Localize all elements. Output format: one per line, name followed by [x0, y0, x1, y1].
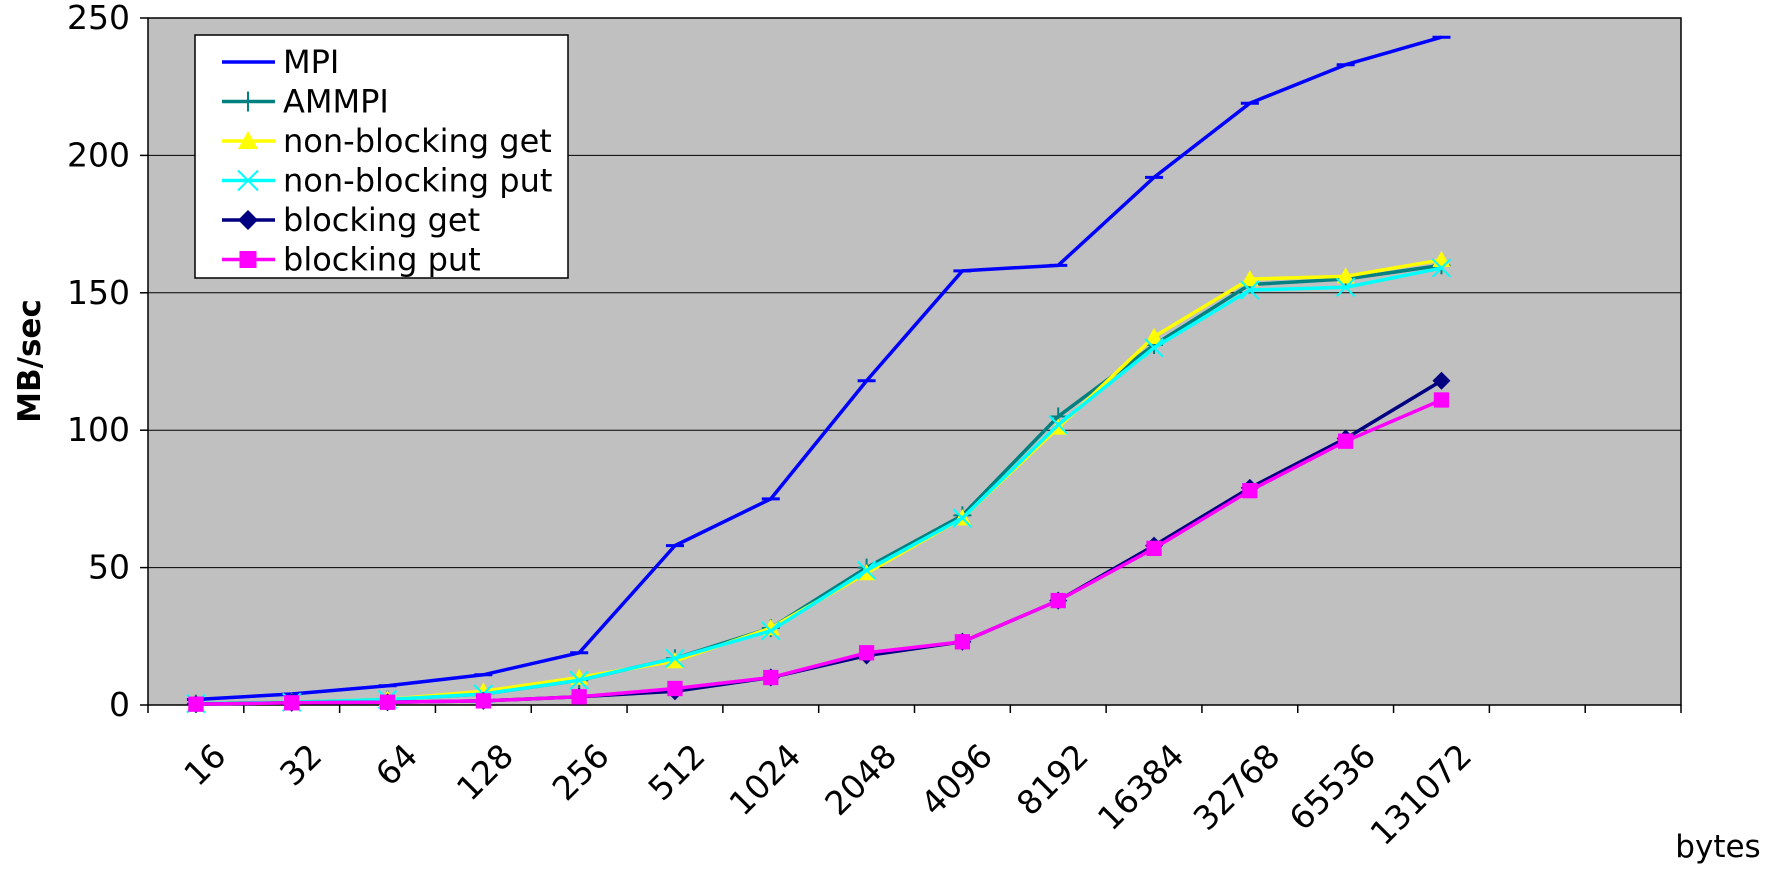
- legend-item: non-blocking put: [222, 162, 552, 200]
- data-point: [238, 210, 258, 230]
- series-mpi: [186, 35, 1451, 702]
- y-tick-label: 0: [109, 685, 130, 724]
- marker-stroke: [1431, 258, 1452, 278]
- y-tick-label: 100: [67, 410, 130, 449]
- data-point: [1432, 371, 1451, 390]
- marker-stroke: [761, 621, 781, 641]
- x-tick-label: 64: [368, 736, 425, 793]
- series-line: [195, 398, 1443, 706]
- data-point: [571, 689, 587, 705]
- data-point: [1336, 267, 1355, 284]
- y-tick-label: 50: [88, 548, 130, 587]
- data-point: [667, 680, 683, 697]
- x-tick-label: 16384: [1090, 736, 1192, 838]
- y-axis-label: MB/sec: [12, 299, 48, 423]
- x-tick-label: 32768: [1186, 736, 1288, 838]
- x-tick-label: 128: [449, 736, 521, 808]
- data-point: [1433, 392, 1450, 408]
- x-axis-tick-labels: 16 32 64 128 256 512 1024 2048 4096 8192163843276…: [176, 736, 1479, 853]
- data-point: [238, 131, 258, 149]
- data-point: [475, 693, 491, 709]
- x-tick-label: 1024: [721, 736, 808, 823]
- data-point: [1431, 258, 1452, 278]
- x-tick-label: 256: [545, 736, 617, 808]
- marker-stroke: [1240, 280, 1260, 300]
- data-point: [1144, 338, 1164, 358]
- x-axis-label: bytes: [1675, 829, 1760, 865]
- data-point: [1240, 280, 1260, 300]
- data-point: [954, 634, 971, 650]
- legend-label: AMMPI: [283, 83, 389, 121]
- data-point: [858, 645, 875, 661]
- series-line: [195, 266, 1442, 706]
- data-point: [856, 560, 877, 581]
- data-point: [239, 251, 257, 268]
- series-blocking-put: [188, 392, 1450, 712]
- data-point: [284, 695, 300, 711]
- data-point: [665, 648, 685, 668]
- marker-stroke: [1335, 277, 1356, 298]
- data-point: [1335, 277, 1356, 298]
- data-point: [763, 669, 779, 686]
- data-point: [1145, 327, 1164, 344]
- data-point: [238, 91, 258, 112]
- marker-stroke: [1144, 338, 1164, 358]
- marker-stroke: [237, 169, 259, 192]
- legend-item: MPI: [222, 43, 339, 81]
- data-point: [569, 670, 589, 690]
- y-axis-tick-labels: 0 50 100 150 200 250: [67, 0, 130, 724]
- x-tick-label: 8192: [1009, 736, 1096, 823]
- legend-label: non-blocking get: [283, 122, 552, 160]
- y-tick-label: 250: [67, 0, 130, 37]
- series-line: [195, 35, 1442, 702]
- data-point: [1146, 540, 1162, 557]
- legend-label: MPI: [283, 43, 339, 81]
- data-point: [761, 621, 781, 641]
- x-tick-label: 4096: [913, 736, 1000, 823]
- legend-item: non-blocking get: [222, 122, 552, 160]
- legend-item: blocking put: [222, 241, 481, 279]
- data-point: [379, 694, 396, 710]
- marker-stroke: [1048, 414, 1068, 435]
- legend-label: blocking get: [283, 201, 480, 239]
- data-point: [1240, 270, 1259, 287]
- x-tick-label: 131072: [1362, 736, 1479, 853]
- marker-stroke: [569, 670, 589, 690]
- x-tick-label: 32: [272, 736, 329, 793]
- x-tick-label: 16: [176, 736, 233, 793]
- x-tick-label: 512: [640, 736, 712, 808]
- data-point: [237, 169, 259, 192]
- y-tick-label: 200: [67, 135, 130, 174]
- series-lines: [186, 35, 1452, 714]
- data-point: [1048, 414, 1068, 435]
- x-tick-label: 2048: [817, 736, 904, 823]
- data-point: [1338, 433, 1354, 449]
- y-tick-label: 150: [67, 273, 130, 312]
- legend-label: non-blocking put: [283, 162, 552, 200]
- marker-stroke: [856, 560, 877, 581]
- data-point: [952, 508, 973, 528]
- data-point: [188, 696, 204, 712]
- legend-box: [194, 34, 569, 279]
- data-point: [1242, 483, 1258, 499]
- marker-stroke: [952, 508, 973, 528]
- data-point: [1050, 592, 1066, 609]
- legend-item: AMMPI: [222, 83, 389, 121]
- marker-stroke: [665, 648, 685, 668]
- legend-item: blocking get: [222, 201, 480, 239]
- legend-label: blocking put: [283, 241, 481, 279]
